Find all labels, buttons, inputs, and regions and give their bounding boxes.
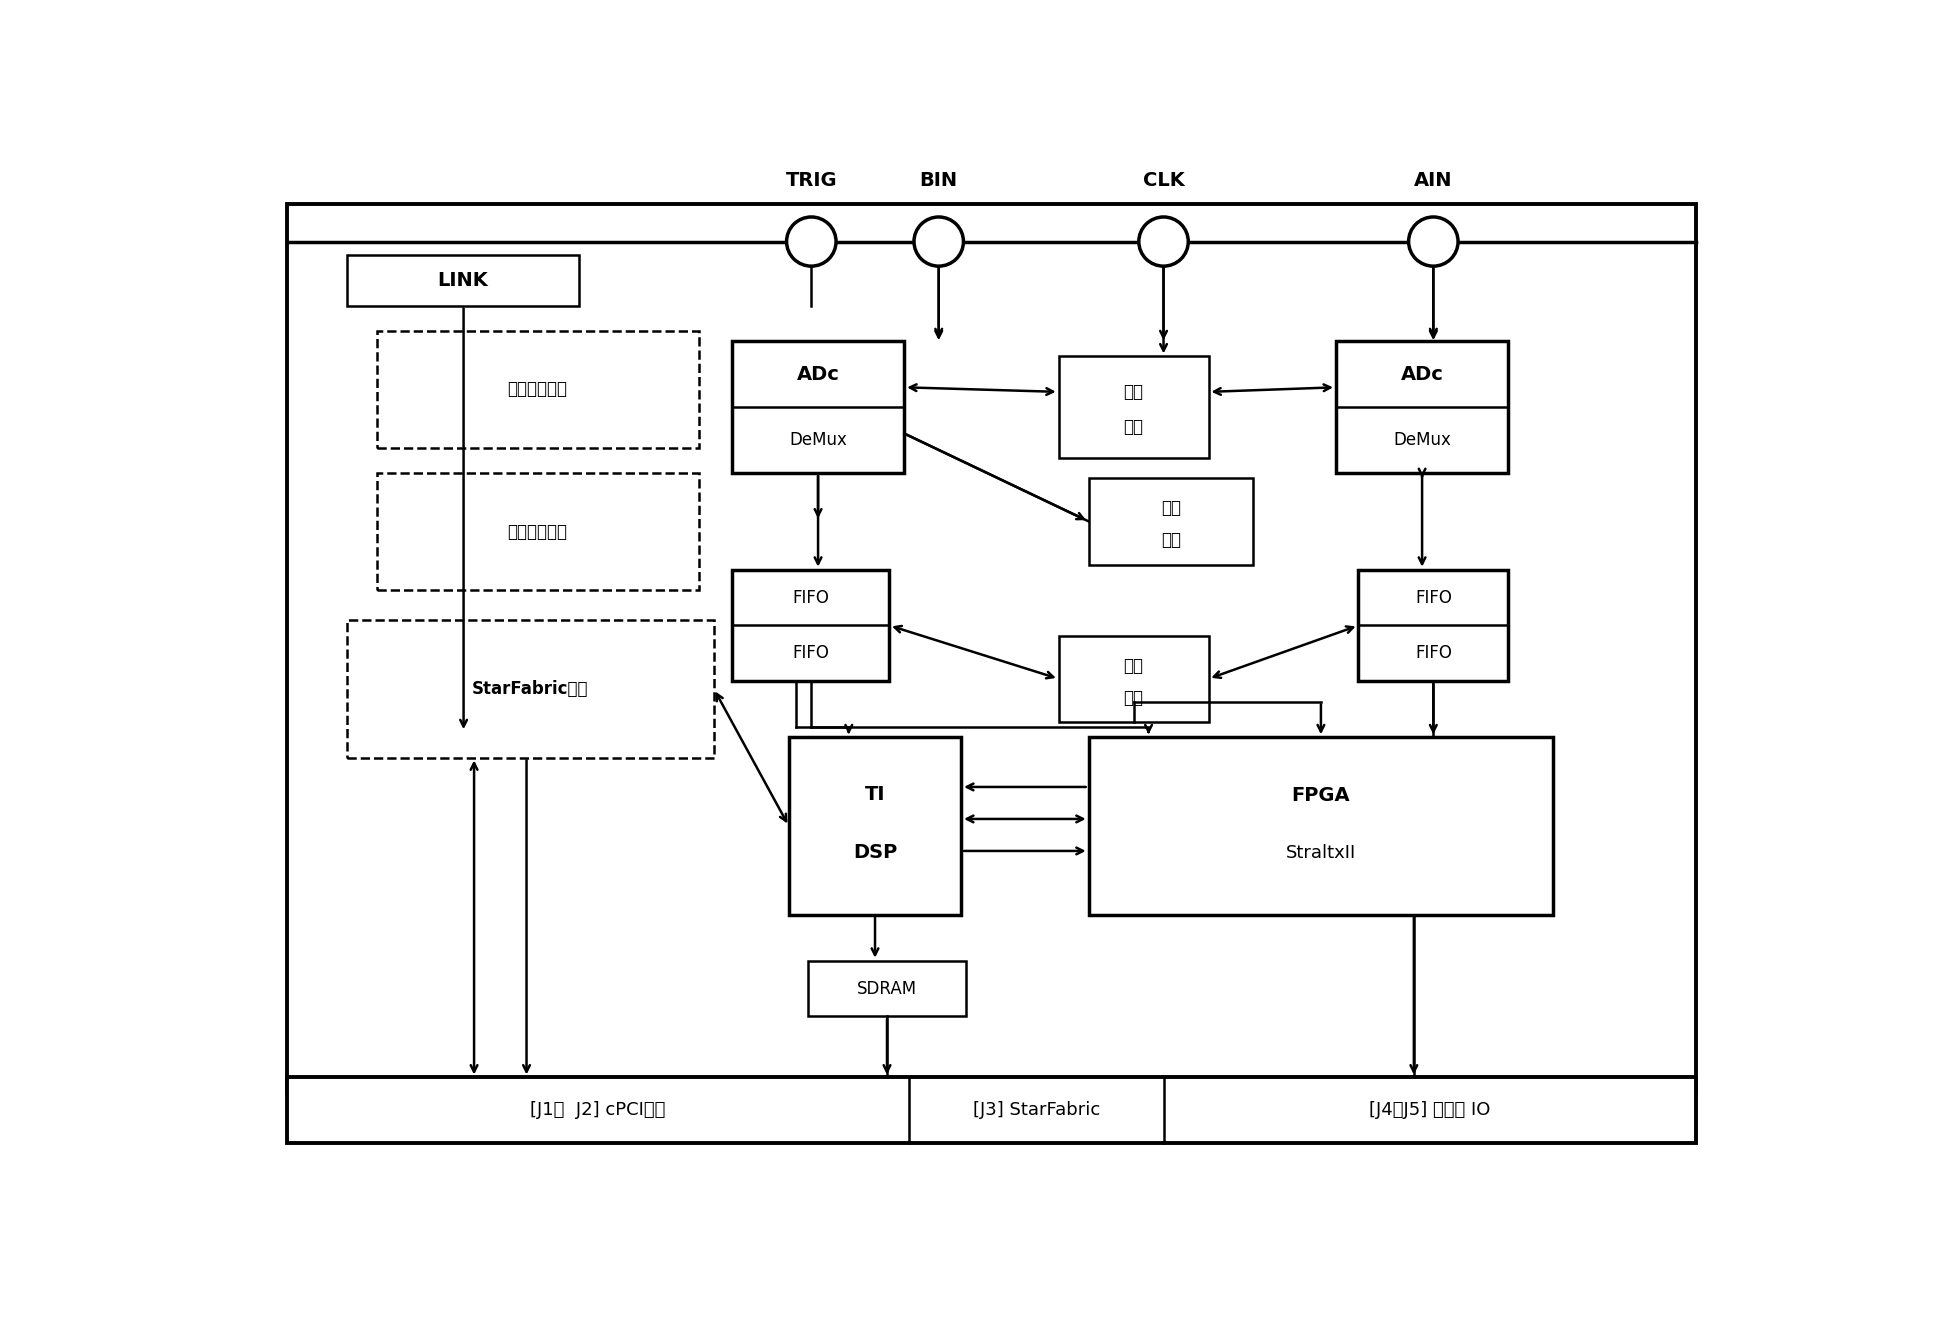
Bar	[1058, 636, 1209, 721]
Text: FIFO: FIFO	[793, 588, 830, 607]
Bar	[346, 255, 578, 306]
Bar	[1089, 737, 1553, 915]
Bar	[1336, 342, 1509, 474]
Text: DeMux: DeMux	[789, 431, 847, 448]
Bar	[808, 960, 965, 1017]
Text: AIN: AIN	[1414, 171, 1452, 190]
Text: CLK: CLK	[1143, 171, 1184, 190]
Text: StarFabric网络: StarFabric网络	[472, 681, 588, 698]
Bar	[731, 570, 890, 682]
Text: 网络: 网络	[1124, 689, 1143, 707]
Text: 模拟电源网络: 模拟电源网络	[507, 380, 567, 398]
Bar	[1358, 570, 1509, 682]
Bar	[1058, 356, 1209, 458]
Bar	[377, 331, 698, 447]
Text: ADc: ADc	[1400, 364, 1443, 384]
Text: FPGA: FPGA	[1292, 786, 1350, 806]
Text: TI: TI	[864, 785, 886, 803]
Text: FIFO: FIFO	[1416, 645, 1452, 662]
Text: 数字电源网络: 数字电源网络	[507, 524, 567, 541]
Text: 时钟: 时钟	[1124, 657, 1143, 675]
Text: BIN: BIN	[921, 171, 957, 190]
Text: TRIG: TRIG	[785, 171, 837, 190]
Bar	[789, 737, 961, 915]
Ellipse shape	[915, 218, 963, 266]
Text: DeMux: DeMux	[1392, 431, 1450, 448]
Ellipse shape	[1139, 218, 1187, 266]
Text: ADc: ADc	[797, 364, 839, 384]
Text: DSP: DSP	[853, 843, 897, 863]
Text: [J4，J5] 自定义 IO: [J4，J5] 自定义 IO	[1369, 1101, 1491, 1120]
Text: [J1，  J2] cPCI总线: [J1， J2] cPCI总线	[530, 1101, 665, 1120]
Text: SDRAM: SDRAM	[857, 980, 917, 997]
Bar	[286, 1078, 1696, 1144]
Bar	[1089, 479, 1253, 565]
Text: 产生: 产生	[1124, 418, 1143, 437]
Text: StraltxII: StraltxII	[1286, 844, 1356, 861]
Bar	[377, 474, 698, 590]
Text: [J3] StarFabric: [J3] StarFabric	[973, 1101, 1100, 1120]
Bar	[731, 342, 905, 474]
Text: 时钟: 时钟	[1124, 383, 1143, 401]
Bar	[286, 204, 1696, 1092]
Text: FIFO: FIFO	[1416, 588, 1452, 607]
Text: FIFO: FIFO	[793, 645, 830, 662]
Text: LINK: LINK	[437, 270, 487, 290]
Text: 控制: 控制	[1160, 532, 1182, 549]
Text: 采样: 采样	[1160, 500, 1182, 517]
Bar	[346, 620, 714, 757]
Ellipse shape	[787, 218, 835, 266]
Ellipse shape	[1408, 218, 1458, 266]
